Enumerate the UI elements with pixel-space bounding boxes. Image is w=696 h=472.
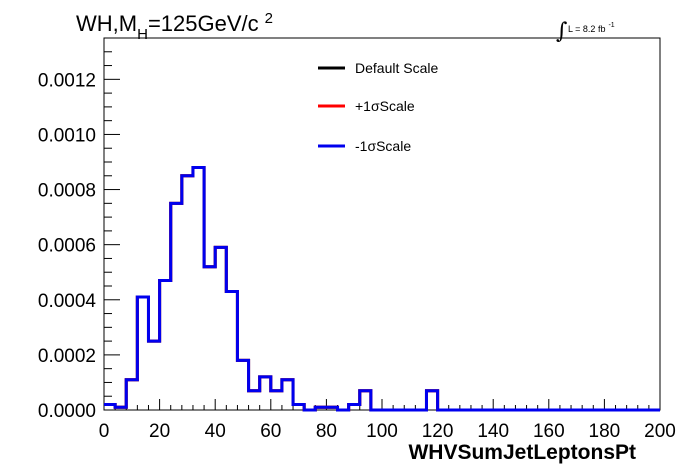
x-axis-title: WHVSumJetLeptonsPt — [408, 441, 636, 464]
series-line-0 — [104, 166, 660, 412]
series-line-1 — [104, 166, 660, 412]
plot-frame — [103, 37, 661, 411]
x-tick-label: 180 — [589, 421, 621, 442]
x-tick-label: 0 — [99, 421, 110, 442]
y-tick-label: 0.0012 — [38, 70, 96, 91]
x-tick-label: 140 — [477, 421, 509, 442]
x-tick-label: 200 — [644, 421, 676, 442]
title-superscript: 2 — [265, 10, 273, 27]
legend: Default Scale +1σScale -1σScale — [318, 60, 438, 154]
x-tick-label: 100 — [366, 421, 398, 442]
luminosity-text: L = 8.2 fb -1 — [568, 22, 615, 34]
integral-sign: ∫ — [556, 19, 568, 44]
x-tick-label: 120 — [422, 421, 454, 442]
title-rest: =125GeV/c — [148, 11, 259, 36]
series-layer — [104, 166, 660, 412]
title-main: WH,M — [76, 11, 137, 36]
x-tick-label: 60 — [260, 421, 281, 442]
plot-title: WH,MH=125GeV/c 2 — [76, 10, 273, 43]
x-tick-label: 160 — [533, 421, 565, 442]
y-tick-label: 0.0010 — [38, 125, 96, 146]
legend-label: -1σScale — [355, 138, 411, 154]
y-tick-label: 0.0008 — [38, 181, 96, 202]
legend-label: Default Scale — [355, 60, 438, 76]
title-subscript: H — [137, 26, 148, 43]
y-tick-label: 0.0000 — [38, 401, 96, 422]
y-tick-label: 0.0002 — [38, 346, 96, 367]
series-line-2 — [104, 166, 660, 412]
x-tick-label: 80 — [316, 421, 337, 442]
y-tick-label: 0.0004 — [38, 291, 97, 312]
luminosity-label: ∫ L = 8.2 fb -1 — [556, 19, 615, 44]
x-axis: 0 20 40 60 80 100 120 140 160 180 200 — [99, 399, 676, 442]
x-tick-label: 40 — [205, 421, 226, 442]
y-tick-label: 0.0006 — [38, 236, 96, 257]
legend-label: +1σScale — [355, 98, 415, 114]
y-axis: 0.0000 0.0002 0.0004 0.0006 0.0008 0.0010 0.00… — [38, 51, 120, 422]
x-tick-label: 20 — [149, 421, 170, 442]
